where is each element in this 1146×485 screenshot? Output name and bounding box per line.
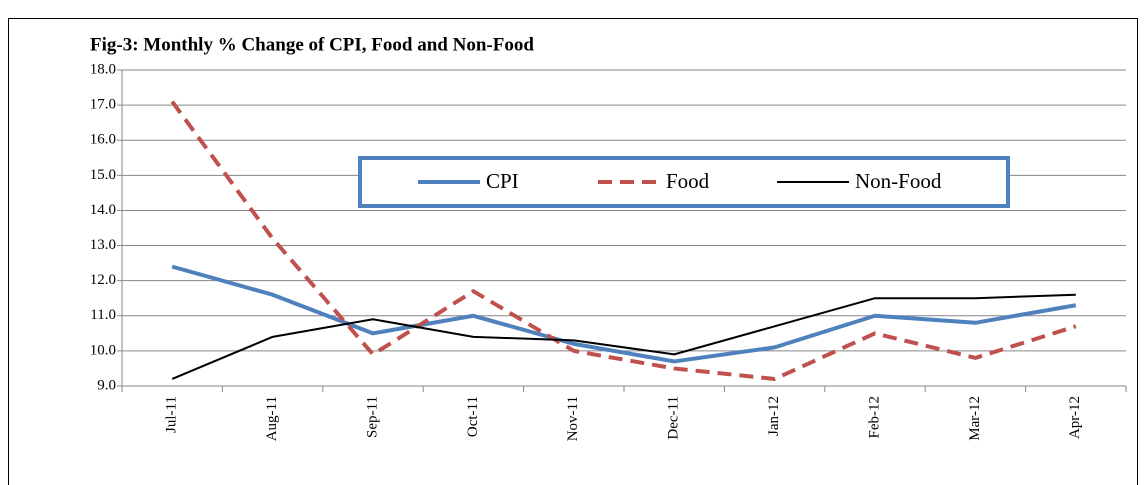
x-tick-label: Jul-11 <box>164 396 180 433</box>
x-tick-label: Jan-12 <box>766 396 782 436</box>
y-tick-label: 13.0 <box>90 237 116 253</box>
x-tick-label: Apr-12 <box>1067 396 1083 439</box>
x-tick-label: Mar-12 <box>967 396 983 441</box>
y-tick-label: 9.0 <box>97 377 116 393</box>
y-tick-label: 15.0 <box>90 167 116 183</box>
y-tick-label: 18.0 <box>90 61 116 77</box>
x-tick-label: Feb-12 <box>866 396 882 439</box>
y-tick-label: 12.0 <box>90 272 116 288</box>
series-line <box>170 100 1077 381</box>
x-tick-label: Sep-11 <box>364 396 380 438</box>
x-tick-label: Dec-11 <box>666 396 682 440</box>
series-line <box>171 293 1076 380</box>
y-tick-label: 10.0 <box>90 342 116 358</box>
x-tick-label: Oct-11 <box>465 396 481 437</box>
y-tick-label: 11.0 <box>90 307 116 323</box>
chart-title: Fig-3: Monthly % Change of CPI, Food and… <box>90 34 534 55</box>
y-tick-label: 14.0 <box>90 202 116 218</box>
chart-frame <box>8 18 1138 485</box>
series-line <box>171 264 1077 364</box>
legend-label: Non-Food <box>855 169 942 193</box>
legend-label: CPI <box>486 169 519 193</box>
y-tick-label: 17.0 <box>90 97 116 113</box>
x-tick-label: Aug-11 <box>264 396 280 441</box>
legend-label: Food <box>666 169 710 193</box>
y-tick-label: 16.0 <box>90 132 116 148</box>
x-tick-label: Nov-11 <box>565 396 581 441</box>
